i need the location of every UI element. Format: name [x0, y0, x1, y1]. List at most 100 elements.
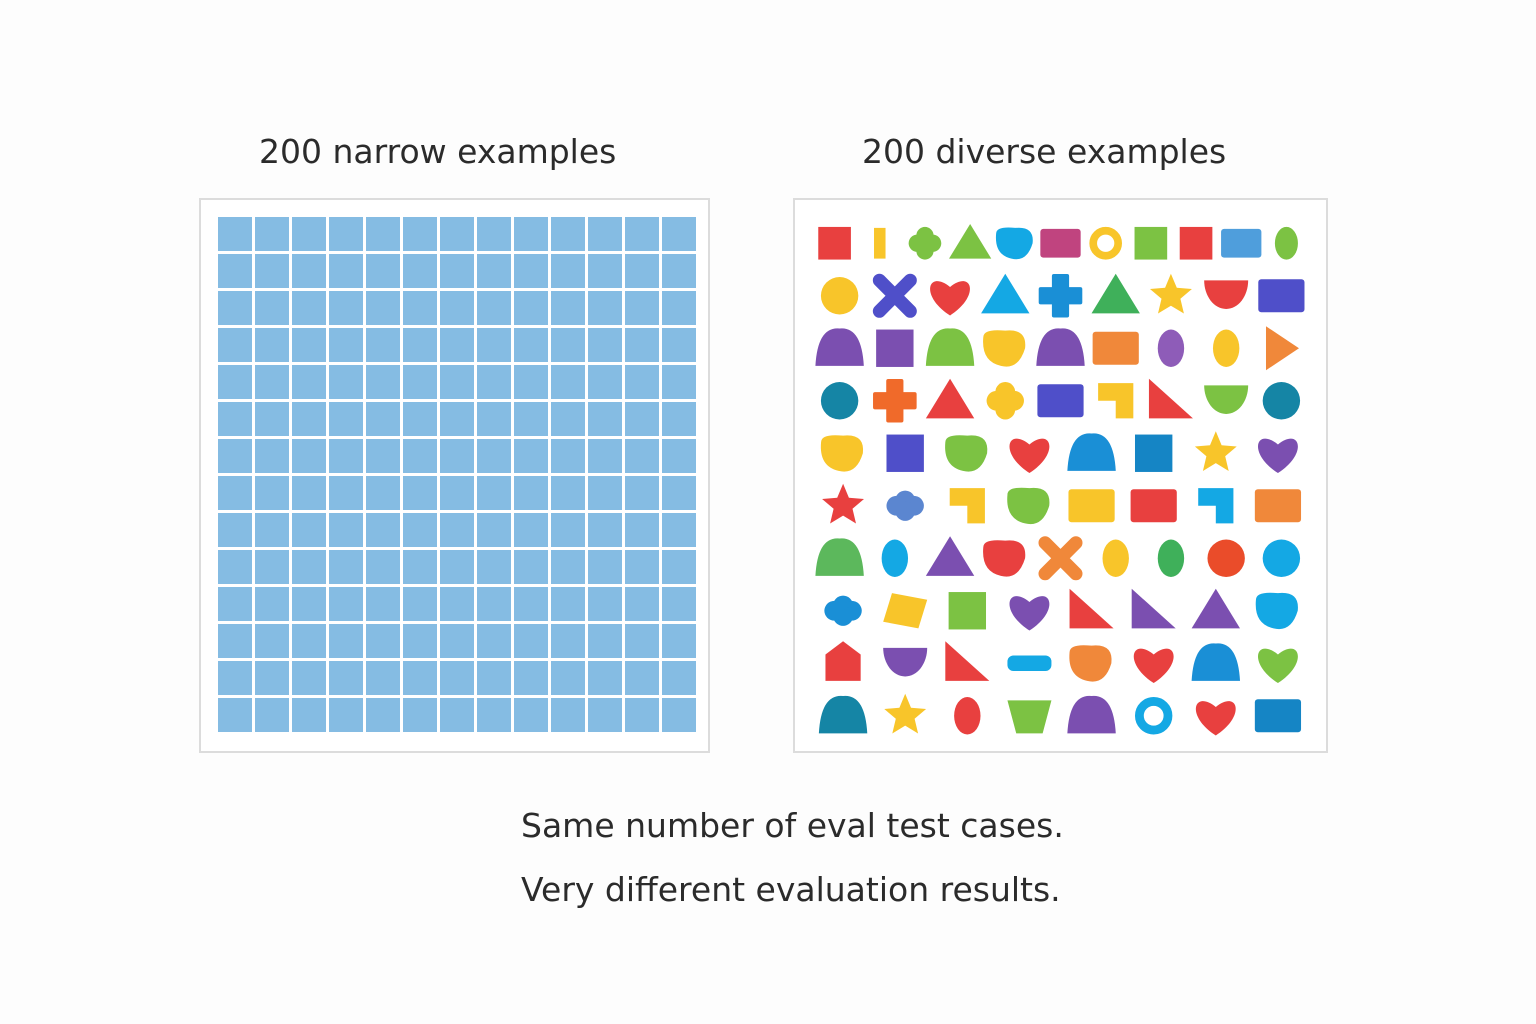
rect-shape — [1068, 489, 1115, 523]
example-cell — [588, 550, 622, 584]
example-cell — [440, 365, 474, 399]
example-cell — [440, 439, 474, 473]
example-cell — [477, 439, 511, 473]
l-shape-shape — [1098, 383, 1134, 419]
example-cell — [329, 550, 363, 584]
star-shape — [1194, 431, 1237, 471]
example-cell — [329, 698, 363, 732]
clover-shape — [908, 226, 942, 260]
example-cell — [625, 587, 659, 621]
right-triangle-shape — [1131, 588, 1176, 629]
example-cell — [292, 624, 326, 658]
example-cell — [329, 513, 363, 547]
example-cell — [588, 254, 622, 288]
example-cell — [477, 550, 511, 584]
rect-shape — [1254, 489, 1302, 523]
bar-h-shape — [1007, 655, 1052, 671]
example-cell — [218, 439, 252, 473]
clover-shape — [986, 382, 1024, 420]
circle-shape — [820, 277, 859, 315]
example-cell — [255, 402, 289, 436]
x-shape — [872, 273, 917, 318]
example-cell — [551, 291, 585, 325]
example-cell — [477, 254, 511, 288]
blob-shape — [1255, 592, 1298, 630]
heart-shape — [1009, 438, 1050, 474]
example-cell — [255, 365, 289, 399]
example-cell — [218, 550, 252, 584]
example-cell — [588, 624, 622, 658]
example-cell — [514, 217, 548, 251]
example-cell — [403, 661, 437, 695]
oval-shape — [1212, 329, 1240, 367]
example-cell — [477, 587, 511, 621]
example-cell — [514, 661, 548, 695]
example-cell — [551, 365, 585, 399]
example-cell — [255, 328, 289, 362]
example-cell — [292, 476, 326, 510]
example-cell — [477, 328, 511, 362]
narrow-examples-title: 200 narrow examples — [259, 132, 617, 171]
example-cell — [329, 661, 363, 695]
circle-shape — [1262, 382, 1301, 420]
example-cell — [292, 587, 326, 621]
blob-shape — [820, 435, 864, 472]
oval-shape — [954, 697, 981, 735]
triangle-shape — [949, 224, 992, 259]
square-shape — [1179, 226, 1213, 260]
example-cell — [218, 328, 252, 362]
dome-shape — [1036, 328, 1085, 366]
example-cell — [403, 587, 437, 621]
heart-shape — [1009, 596, 1050, 631]
example-cell — [625, 402, 659, 436]
example-cell — [662, 217, 696, 251]
example-cell — [551, 661, 585, 695]
example-cell — [588, 587, 622, 621]
rect-shape — [1254, 699, 1302, 733]
blob-shape — [983, 540, 1026, 577]
oval-shape — [1157, 539, 1185, 577]
cloud-shape — [886, 490, 924, 521]
example-cell — [329, 624, 363, 658]
example-cell — [514, 402, 548, 436]
example-cell — [551, 587, 585, 621]
example-cell — [514, 328, 548, 362]
blob-shape — [1007, 487, 1050, 525]
narrow-examples-panel — [199, 198, 710, 753]
example-cell — [255, 291, 289, 325]
example-cell — [588, 217, 622, 251]
example-cell — [662, 624, 696, 658]
example-cell — [218, 698, 252, 732]
example-cell — [551, 550, 585, 584]
example-cell — [551, 624, 585, 658]
cloud-shape — [824, 595, 862, 626]
example-cell — [255, 587, 289, 621]
example-cell — [292, 513, 326, 547]
example-cell — [403, 217, 437, 251]
example-cell — [440, 217, 474, 251]
example-cell — [366, 661, 400, 695]
x-shape — [1038, 536, 1083, 581]
example-cell — [514, 587, 548, 621]
diverse-examples-title: 200 diverse examples — [862, 132, 1227, 171]
triangle-shape — [981, 273, 1030, 314]
blob-shape — [945, 435, 988, 472]
right-triangle-shape — [945, 641, 990, 681]
example-cell — [588, 328, 622, 362]
example-cell — [218, 402, 252, 436]
example-cell — [329, 254, 363, 288]
example-cell — [477, 217, 511, 251]
square-shape — [818, 226, 851, 260]
oval-shape — [1274, 226, 1298, 260]
example-cell — [403, 550, 437, 584]
heart-shape — [1258, 438, 1298, 474]
plus-shape — [873, 378, 917, 423]
square-shape — [948, 592, 987, 630]
example-cell — [477, 661, 511, 695]
example-cell — [366, 698, 400, 732]
example-cell — [662, 661, 696, 695]
house-shape — [825, 641, 861, 681]
example-cell — [625, 661, 659, 695]
example-cell — [403, 513, 437, 547]
example-cell — [662, 439, 696, 473]
